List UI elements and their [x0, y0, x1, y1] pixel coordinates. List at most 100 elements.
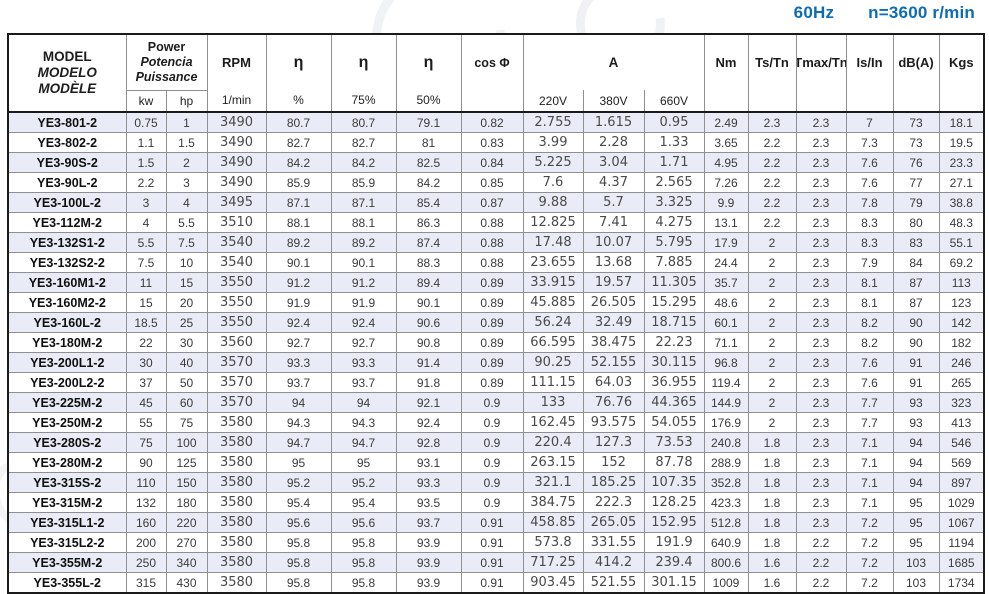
cell-ts-tn: 2 — [747, 232, 797, 253]
cell-eta-100: 94.7 — [265, 432, 332, 453]
cell-weight-kgs: 1029 — [938, 492, 985, 513]
cell-torque-nm: 240.8 — [703, 432, 749, 453]
cell-power-kw: 30 — [125, 352, 167, 373]
cell-eta-100: 88.1 — [265, 212, 332, 233]
cell-eta-75: 95.4 — [330, 492, 397, 513]
cell-eta-75: 82.7 — [330, 132, 397, 153]
cell-eta-75: 95.8 — [330, 532, 397, 553]
cell-cos-phi: 0.91 — [460, 512, 524, 533]
header-weight: Kgs — [938, 33, 985, 113]
cell-rpm: 3580 — [206, 452, 267, 473]
cell-current-220v: 384.75 — [522, 492, 584, 513]
cell-power-hp: 50 — [165, 372, 208, 393]
rated-speed-label: n=3600 r/min — [868, 3, 975, 22]
cell-power-hp: 1.5 — [165, 132, 208, 153]
cell-torque-nm: 1009 — [703, 572, 749, 594]
cell-noise-db: 83 — [892, 232, 940, 253]
header-380v-unit: 380V — [582, 90, 645, 113]
cell-tmax-tn: 2.3 — [795, 252, 847, 273]
cell-model: YE3-160L-2 — [7, 312, 127, 333]
cell-cos-phi: 0.89 — [460, 372, 524, 393]
cell-current-380v: 32.49 — [582, 312, 645, 333]
cell-current-660v: 73.53 — [643, 432, 705, 453]
cell-weight-kgs: 27.1 — [938, 172, 985, 193]
cell-power-kw: 5.5 — [125, 232, 167, 253]
cell-torque-nm: 60.1 — [703, 312, 749, 333]
header-is-in-label: Is/In — [856, 55, 883, 70]
header-model: MODEL MODELO MODÈLE — [7, 33, 127, 113]
cell-torque-nm: 35.7 — [703, 272, 749, 293]
cell-is-in: 7.7 — [845, 412, 894, 433]
table-row: YE3-315L2-2 200 270 3580 95.8 95.8 93.9 0.91 573… — [7, 532, 985, 553]
cell-model: YE3-160M1-2 — [7, 272, 127, 293]
cell-eta-50: 88.3 — [395, 252, 462, 273]
cell-model: YE3-280S-2 — [7, 432, 127, 453]
header-model-es: MODELO — [37, 65, 97, 80]
cell-weight-kgs: 23.3 — [938, 152, 985, 173]
cell-eta-75: 91.9 — [330, 292, 397, 313]
cell-current-220v: 12.825 — [522, 212, 584, 233]
cell-rpm: 3580 — [206, 412, 267, 433]
table-row: YE3-160L-2 18.5 25 3550 92.4 92.4 90.6 0.89 56.2… — [7, 312, 985, 333]
cell-tmax-tn: 2.3 — [795, 312, 847, 333]
cell-current-660v: 5.795 — [643, 232, 705, 253]
table-row: YE3-132S1-2 5.5 7.5 3540 89.2 89.2 87.4 0.88 17.… — [7, 232, 985, 253]
cell-current-380v: 10.07 — [582, 232, 645, 253]
cell-ts-tn: 2 — [747, 252, 797, 273]
header-torque-label: Nm — [715, 55, 737, 70]
cell-noise-db: 103 — [892, 552, 940, 573]
table-row: YE3-100L-2 3 4 3495 87.1 87.1 85.4 0.87 9.88 5.7 3… — [7, 192, 985, 213]
cell-is-in: 7.6 — [845, 172, 894, 193]
cell-current-220v: 321.1 — [522, 472, 584, 493]
cell-current-220v: 9.88 — [522, 192, 584, 213]
cell-power-kw: 18.5 — [125, 312, 167, 333]
cell-current-220v: 458.85 — [522, 512, 584, 533]
cell-ts-tn: 2.2 — [747, 212, 797, 233]
cell-ts-tn: 2 — [747, 272, 797, 293]
cell-eta-50: 90.6 — [395, 312, 462, 333]
cell-torque-nm: 48.6 — [703, 292, 749, 313]
cell-weight-kgs: 1067 — [938, 512, 985, 533]
cell-ts-tn: 1.8 — [747, 452, 797, 473]
cell-rpm: 3580 — [206, 552, 267, 573]
cell-noise-db: 93 — [892, 412, 940, 433]
cell-tmax-tn: 2.3 — [795, 472, 847, 493]
header-model-fr: MODÈLE — [38, 81, 97, 96]
cell-current-220v: 33.915 — [522, 272, 584, 293]
header-cos-phi-label: cos Φ — [474, 55, 510, 70]
cell-ts-tn: 1.6 — [747, 552, 797, 573]
cell-weight-kgs: 1194 — [938, 532, 985, 553]
cell-current-220v: 162.45 — [522, 412, 584, 433]
cell-rpm: 3510 — [206, 212, 267, 233]
cell-eta-50: 82.5 — [395, 152, 462, 173]
cell-weight-kgs: 123 — [938, 292, 985, 313]
cell-current-220v: 3.99 — [522, 132, 584, 153]
cell-eta-50: 93.9 — [395, 552, 462, 573]
table-row: YE3-180M-2 22 30 3560 92.7 92.7 90.8 0.89 66.595… — [7, 332, 985, 353]
cell-torque-nm: 512.8 — [703, 512, 749, 533]
cell-current-660v: 11.305 — [643, 272, 705, 293]
cell-is-in: 7.2 — [845, 512, 894, 533]
cell-model: YE3-200L1-2 — [7, 352, 127, 373]
cell-tmax-tn: 2.3 — [795, 492, 847, 513]
cell-current-380v: 521.55 — [582, 572, 645, 594]
spec-table: MODEL MODELO MODÈLE Power Potencia Puiss… — [7, 33, 986, 594]
cell-rpm: 3580 — [206, 492, 267, 513]
cell-is-in: 7.9 — [845, 252, 894, 273]
cell-model: YE3-160M2-2 — [7, 292, 127, 313]
cell-weight-kgs: 546 — [938, 432, 985, 453]
cell-current-380v: 76.76 — [582, 392, 645, 413]
cell-current-380v: 265.05 — [582, 512, 645, 533]
table-row: YE3-200L2-2 37 50 3570 93.7 93.7 91.8 0.89 111.1… — [7, 372, 985, 393]
cell-eta-75: 92.7 — [330, 332, 397, 353]
cell-eta-100: 94 — [265, 392, 332, 413]
header-eta-50: η 50% — [395, 33, 462, 113]
cell-current-660v: 4.275 — [643, 212, 705, 233]
cell-current-660v: 152.95 — [643, 512, 705, 533]
cell-eta-50: 87.4 — [395, 232, 462, 253]
cell-eta-100: 87.1 — [265, 192, 332, 213]
cell-torque-nm: 423.3 — [703, 492, 749, 513]
cell-cos-phi: 0.9 — [460, 472, 524, 493]
cell-torque-nm: 71.1 — [703, 332, 749, 353]
cell-power-kw: 55 — [125, 412, 167, 433]
